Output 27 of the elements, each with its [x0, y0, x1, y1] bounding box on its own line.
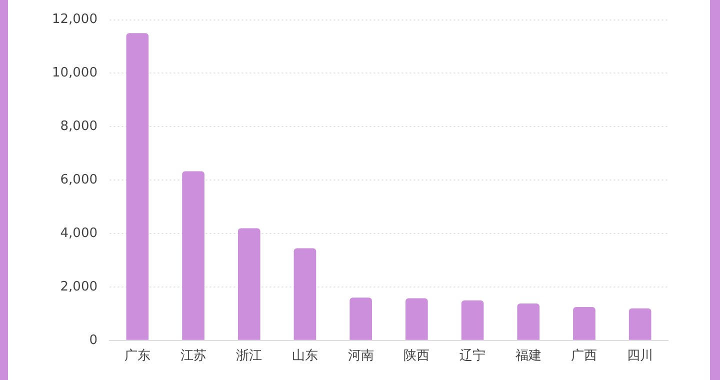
y-tick-label: 4,000 [60, 226, 98, 241]
y-tick-label: 0 [89, 332, 98, 348]
y-tick-label: 12,000 [52, 12, 98, 28]
x-tick-label: 陕西 [404, 348, 430, 364]
bar [406, 298, 428, 340]
x-tick-label: 浙江 [236, 348, 262, 364]
bar [126, 33, 149, 340]
bar [461, 300, 484, 340]
bar [573, 307, 596, 340]
bar [517, 304, 540, 340]
bar [294, 248, 316, 340]
x-tick-label: 广西 [571, 348, 598, 364]
x-tick-label: 河南 [348, 348, 374, 364]
y-tick-label: 10,000 [52, 66, 98, 81]
bar [350, 298, 372, 340]
bar [628, 308, 652, 340]
x-tick-label: 辽宁 [460, 348, 486, 364]
x-tick-label: 广东 [124, 348, 150, 364]
y-tick-label: 2,000 [60, 279, 98, 294]
bar [238, 228, 260, 340]
bar [182, 171, 204, 340]
x-tick-label: 四川 [627, 348, 654, 364]
y-tick-label: 6,000 [60, 172, 98, 188]
x-tick-label: 江苏 [180, 348, 206, 364]
x-tick-label: 福建 [515, 348, 542, 364]
x-tick-label: 山东 [292, 348, 318, 364]
y-tick-label: 8,000 [60, 119, 98, 134]
